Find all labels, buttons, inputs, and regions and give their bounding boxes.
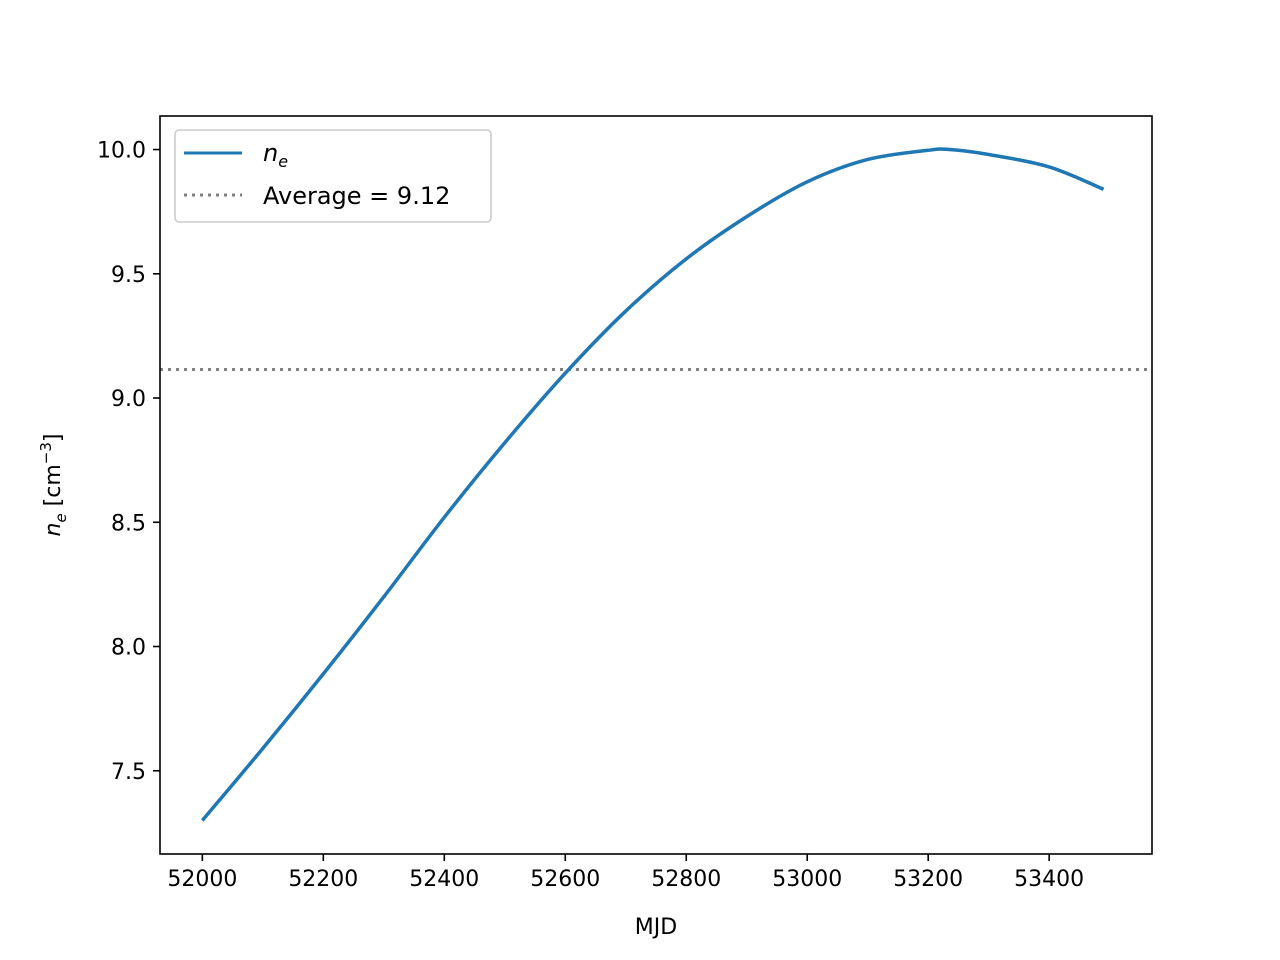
y-axis-label-subscript: e bbox=[52, 513, 70, 522]
x-tick-label: 53000 bbox=[772, 867, 842, 892]
x-tick-label: 52800 bbox=[651, 867, 721, 892]
y-tick-label: 8.5 bbox=[111, 511, 146, 536]
x-axis: 52000 52200 52400 52600 52800 53000 53200 53400 bbox=[167, 854, 1084, 892]
legend-label-ne: ne bbox=[263, 139, 288, 171]
y-tick-label: 10.0 bbox=[97, 139, 146, 164]
y-axis-label-unit: [cm bbox=[41, 464, 66, 513]
x-tick-label: 53400 bbox=[1014, 867, 1084, 892]
y-axis-label-close: ] bbox=[41, 433, 66, 442]
x-tick-label: 52400 bbox=[409, 867, 479, 892]
y-tick-label: 9.5 bbox=[111, 263, 146, 288]
legend-label-average: Average = 9.12 bbox=[263, 182, 450, 210]
series-line-ne bbox=[201, 147, 1105, 822]
plot-frame bbox=[159, 115, 1153, 855]
x-tick-label: 52000 bbox=[167, 867, 237, 892]
legend-label-ne-subscript: e bbox=[278, 152, 288, 171]
y-axis-label-symbol: n bbox=[41, 523, 66, 537]
legend-box bbox=[174, 129, 492, 223]
x-tick-label: 52600 bbox=[530, 867, 600, 892]
x-tick-label: 52200 bbox=[288, 867, 358, 892]
y-axis-label-exponent: −3 bbox=[37, 442, 55, 464]
x-axis-label: MJD bbox=[635, 915, 677, 940]
legend: ne Average = 9.12 bbox=[174, 129, 492, 223]
y-tick-label: 8.0 bbox=[111, 636, 146, 661]
legend-label-ne-symbol: n bbox=[263, 139, 278, 167]
y-tick-label: 9.0 bbox=[111, 387, 146, 412]
y-axis-label: ne [cm−3] bbox=[37, 433, 70, 536]
x-tick-label: 53200 bbox=[893, 867, 963, 892]
y-tick-label: 7.5 bbox=[111, 760, 146, 785]
y-axis: 7.5 8.0 8.5 9.0 9.5 10.0 bbox=[97, 139, 160, 785]
